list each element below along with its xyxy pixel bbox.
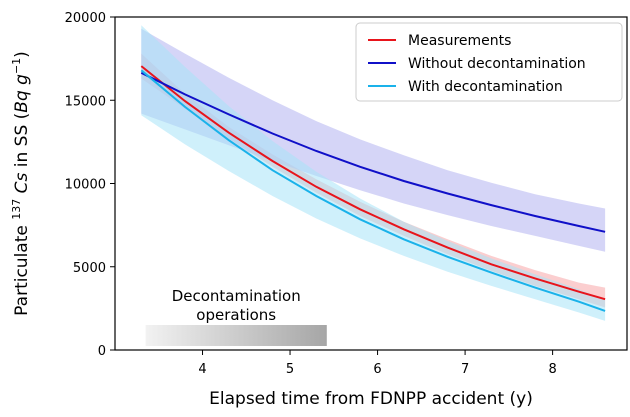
y-label-cs: Cs [12,172,32,193]
band-series-2 [141,25,606,321]
band-series-1 [141,28,606,252]
y-axis-ticks: 0 5000 10000 15000 20000 [65,11,115,359]
x-axis-ticks: 4 5 6 7 8 [198,350,557,377]
x-tick-label-4: 8 [548,362,556,377]
x-tick-label-1: 5 [286,362,294,377]
y-label-sup-exp: −1 [10,58,23,74]
y-tick-label-0: 0 [98,344,106,359]
y-tick-label-1: 5000 [73,261,106,276]
decontamination-period-bar [145,325,327,346]
annotation-line1: Decontamination [172,287,301,305]
series-lines [140,65,606,312]
confidence-bands [141,25,606,321]
x-tick-label-0: 4 [198,362,206,377]
y-axis-label: Particulate 137 Cs in SS (Bq g−1) [5,51,32,316]
legend-label-0: Measurements [408,33,511,49]
y-label-mid: in SS ( [12,113,32,173]
y-label-sup-isotope: 137 [10,199,23,220]
legend-box [355,22,623,102]
line-series-0 [140,65,606,301]
y-label-end: ) [12,51,32,58]
y-tick-label-4: 20000 [65,11,106,26]
x-axis-label: Elapsed time from FDNPP accident (y) [209,389,533,409]
y-tick-label-3: 15000 [65,94,106,109]
x-tick-label-3: 7 [461,362,469,377]
y-tick-label-2: 10000 [65,178,106,193]
x-tick-label-2: 6 [373,362,381,377]
band-series-0 [141,53,606,308]
legend-label-2: With decontamination [408,79,563,95]
legend: Measurements Without decontamination With … [355,22,623,102]
line-series-2 [140,69,606,312]
legend-label-1: Without decontamination [408,56,586,72]
annotation-line2: operations [196,306,276,324]
y-label-prefix: Particulate [12,225,32,316]
line-series-1 [140,71,606,233]
y-label-unit: Bq g [12,74,32,113]
